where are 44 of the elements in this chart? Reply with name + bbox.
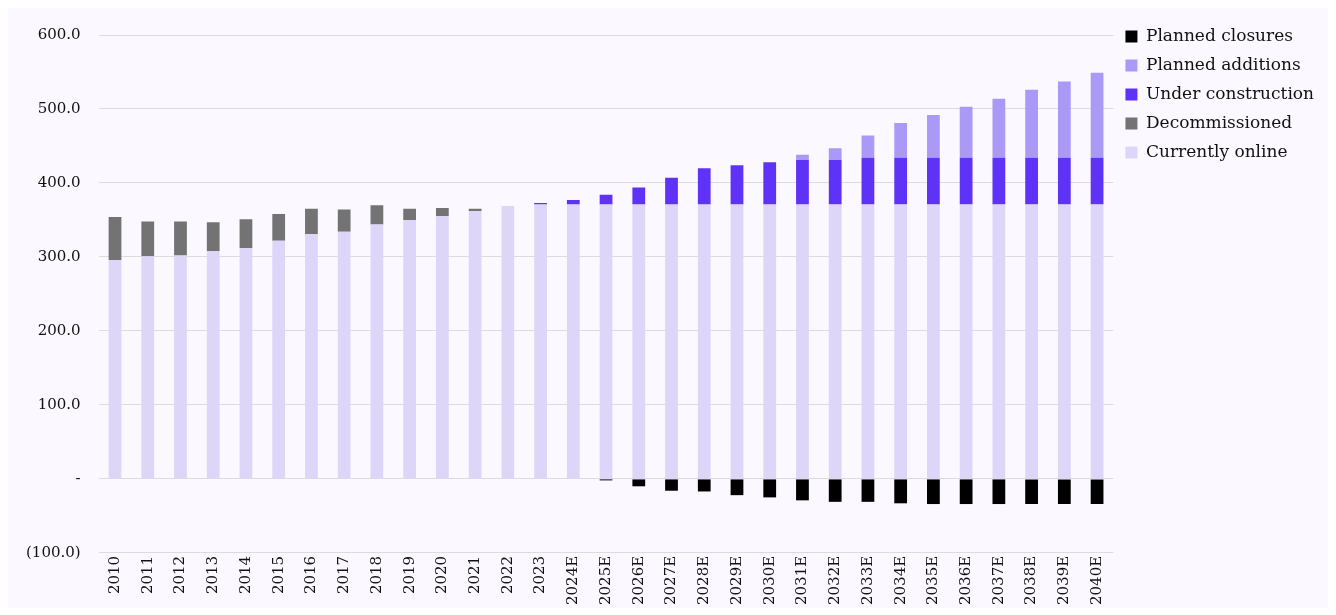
x-tick-label: 2017: [334, 555, 353, 595]
x-tick-label: 2028E: [694, 555, 713, 605]
x-tick-label: 2025E: [595, 555, 614, 605]
legend-label: Planned closures: [1145, 24, 1293, 45]
x-tick-label: 2019: [399, 555, 418, 595]
x-tick-label: 2029E: [726, 555, 745, 605]
x-tick-label: 2015: [268, 555, 287, 595]
x-tick-label: 2035E: [923, 555, 942, 605]
x-tick-label: 2036E: [956, 555, 975, 605]
y-tick-label: (100.0): [25, 542, 81, 561]
x-tick-label: 2040E: [1086, 555, 1105, 605]
x-tick-label: 2013: [203, 555, 222, 595]
x-tick-label: 2023: [530, 555, 549, 595]
x-tick-label: 2014: [235, 555, 254, 595]
y-tick-label: 500.0: [37, 98, 81, 117]
y-tick-label: 400.0: [37, 172, 81, 191]
x-tick-label: 2024E: [563, 555, 582, 605]
x-tick-label: 2020: [432, 555, 451, 595]
x-tick-label: 2033E: [857, 555, 876, 605]
y-tick-label: 600.0: [37, 24, 81, 43]
x-tick-label: 2016: [301, 555, 320, 595]
y-tick-label: 100.0: [37, 394, 81, 413]
legend-label: Currently online: [1145, 140, 1288, 161]
y-tick-label: 300.0: [37, 246, 81, 265]
x-tick-label: 2012: [170, 555, 189, 595]
x-tick-label: 2031E: [792, 555, 811, 605]
x-tick-label: 2027E: [661, 555, 680, 605]
x-tick-label: 2038E: [1021, 555, 1040, 605]
x-tick-label: 2021: [464, 555, 483, 595]
legend-label: Under construction: [1145, 82, 1315, 103]
x-tick-label: 2018: [366, 555, 385, 595]
y-tick-label: -: [75, 468, 81, 487]
x-tick-label: 2030E: [759, 555, 778, 605]
x-tick-label: 2032E: [825, 555, 844, 605]
x-tick-label: 2026E: [628, 555, 647, 605]
x-tick-label: 2037E: [988, 555, 1007, 605]
x-tick-label: 2010: [104, 555, 123, 595]
y-tick-label: 200.0: [37, 320, 81, 339]
legend-label: Planned additions: [1145, 53, 1301, 74]
x-tick-label: 2039E: [1054, 555, 1073, 605]
x-tick-label: 2011: [137, 555, 156, 595]
legend-label: Decommissioned: [1145, 111, 1293, 132]
x-tick-label: 2034E: [890, 555, 909, 605]
x-tick-label: 2022: [497, 555, 516, 595]
